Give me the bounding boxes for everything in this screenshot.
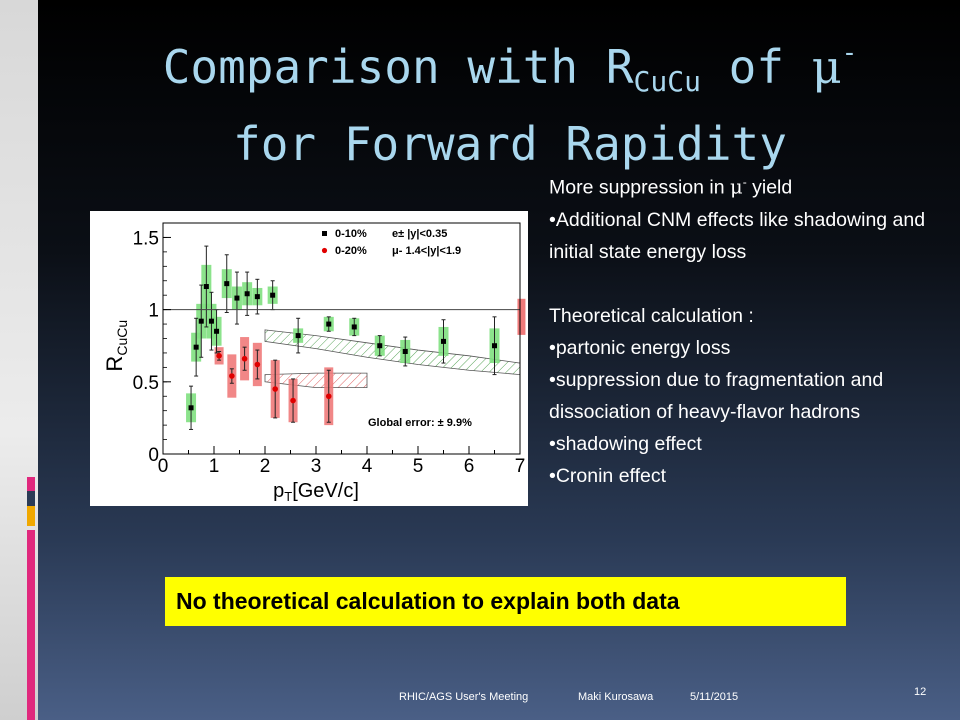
x-axis-label: pT[GeV/c]	[273, 480, 359, 504]
data-point	[402, 348, 408, 354]
data-point	[377, 343, 383, 349]
bullet-item: •shadowing effect	[549, 432, 702, 455]
legend-marker	[322, 231, 327, 236]
data-point	[203, 284, 209, 290]
legend-label: 0-20%	[335, 245, 367, 257]
data-point	[224, 281, 230, 287]
data-point	[193, 344, 199, 350]
theory-band	[264, 372, 368, 388]
data-point	[325, 393, 332, 400]
x-tick-label: 0	[158, 456, 169, 477]
bullet-heading: More suppression in μ- yield	[549, 175, 793, 199]
data-point	[254, 294, 260, 300]
title-mu: μ	[811, 40, 842, 94]
data-point	[326, 321, 332, 327]
footer-meeting: RHIC/AGS User's Meeting	[399, 691, 529, 703]
footer-author: Maki Kurosawa	[578, 691, 654, 703]
rcucu-plot: 0 1 2 3 4 5 6 7 0 0.5 1 1.5 RCuCu pT[GeV/c] 0-10% e± |y…	[90, 211, 528, 506]
y-axis-label: RCuCu	[102, 320, 130, 372]
legend-marker	[321, 247, 328, 254]
bullet-list: More suppression in μ- yield •Additional…	[549, 166, 949, 492]
accent-bar-pink	[27, 477, 35, 491]
accent-bar-orange	[27, 506, 35, 526]
y-tick-label: 0	[148, 445, 159, 466]
theory-band	[264, 329, 521, 376]
bullet-item: •Additional CNM effects like shadowing a…	[549, 208, 926, 263]
data-point	[234, 295, 240, 301]
title-superscript: -	[841, 38, 858, 68]
title-subscript: CuCu	[633, 65, 701, 98]
x-tick-label: 5	[413, 456, 424, 477]
data-point	[290, 397, 296, 404]
data-point	[254, 361, 261, 368]
x-tick-label: 2	[260, 456, 271, 477]
legend-label: 0-10%	[335, 228, 367, 240]
data-point	[198, 318, 204, 324]
x-tick-label: 6	[464, 456, 475, 477]
y-tick-label: 1	[148, 301, 159, 322]
bullet-item: •Cronin effect	[549, 464, 667, 487]
bullet-item: •suppression due to fragmentation and di…	[549, 368, 884, 423]
footer-date: 5/11/2015	[690, 691, 739, 703]
accent-bar-pink-long	[27, 530, 35, 720]
y-tick-label: 1.5	[133, 228, 159, 249]
legend-desc: e± |y|<0.35	[392, 228, 447, 240]
conclusion-banner: No theoretical calculation to explain bo…	[165, 577, 846, 626]
data-point	[272, 386, 278, 392]
legend-desc: μ- 1.4<|y|<1.9	[392, 245, 461, 257]
data-point	[241, 355, 248, 362]
bullet-theory-heading: Theoretical calculation :	[549, 304, 754, 327]
data-point	[270, 292, 276, 298]
y-tick-label: 0.5	[133, 373, 159, 394]
data-point	[214, 328, 220, 334]
data-point	[229, 373, 235, 379]
bullet-item: •partonic energy loss	[549, 336, 731, 359]
data-point	[441, 338, 446, 344]
x-tick-label: 4	[362, 456, 373, 477]
data-point	[244, 291, 250, 297]
page-number: 12	[914, 686, 927, 698]
data-point	[295, 333, 301, 339]
data-point	[188, 405, 194, 411]
data-point	[492, 343, 497, 349]
edge-systematic-box	[517, 298, 526, 335]
data-point	[351, 324, 357, 330]
title-text: Comparison with R	[162, 40, 634, 94]
accent-bar-navy	[27, 491, 35, 506]
x-tick-label: 1	[209, 456, 220, 477]
title-text-mid: of	[700, 40, 812, 94]
title-line-1: Comparison with RCuCu of μ-	[60, 22, 960, 113]
x-tick-label: 7	[515, 456, 526, 477]
x-tick-label: 3	[311, 456, 322, 477]
data-point	[216, 353, 222, 359]
data-point	[208, 318, 214, 324]
slide-title: Comparison with RCuCu of μ- for Forward …	[60, 22, 960, 175]
global-error-annotation: Global error: ± 9.9%	[368, 417, 472, 429]
rcucu-plot-svg: 0 1 2 3 4 5 6 7 0 0.5 1 1.5 RCuCu pT[GeV/c] 0-10% e± |y…	[102, 222, 526, 504]
title-line-2: for Forward Rapidity	[233, 117, 787, 171]
